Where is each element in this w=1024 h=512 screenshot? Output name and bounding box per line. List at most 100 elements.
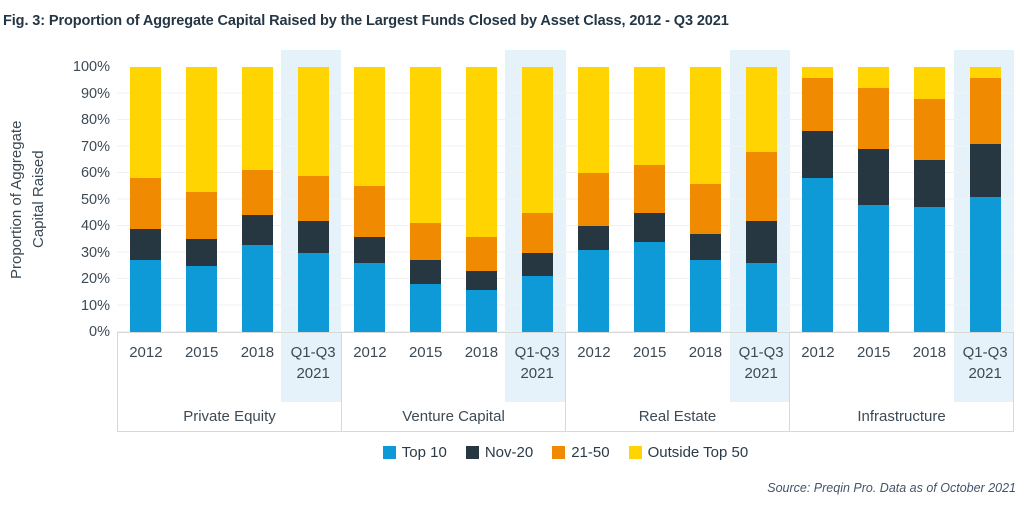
category-label: 2018 xyxy=(688,344,723,361)
bar-segment-nov-20 xyxy=(914,159,946,208)
bar-segment-outside-top-50 xyxy=(241,67,273,171)
stacked-bar-2012 xyxy=(802,67,834,332)
bar-slot xyxy=(285,67,341,332)
bar-segment-outside-top-50 xyxy=(690,67,722,184)
stacked-bar-2012 xyxy=(353,67,385,332)
bar-segment-21-50 xyxy=(914,98,946,160)
bar-segment-nov-20 xyxy=(802,130,834,179)
category-label: 2018 xyxy=(464,344,499,361)
bar-segment-nov-20 xyxy=(970,143,1002,197)
bar-segment-top-10 xyxy=(690,260,722,332)
bar-slot xyxy=(734,67,790,332)
bar-segment-nov-20 xyxy=(353,236,385,264)
bar-group-venture-capital xyxy=(341,67,565,332)
bar-segment-21-50 xyxy=(521,212,553,253)
category-label-row: 2012 2015 2018 Q1-Q3 2021 xyxy=(566,333,789,384)
y-axis-title-line2: Capital Raised xyxy=(30,150,47,249)
bar-segment-nov-20 xyxy=(185,239,217,266)
bar-slot xyxy=(790,67,846,332)
bar-segment-21-50 xyxy=(465,236,497,272)
bar-segment-outside-top-50 xyxy=(409,67,441,224)
stacked-bar-2018 xyxy=(241,67,273,332)
bar-segment-top-10 xyxy=(241,244,273,332)
bar-slot xyxy=(229,67,285,332)
y-axis-title-line1: Proportion of Aggregate xyxy=(8,120,25,279)
y-tick-label: 20% xyxy=(80,271,110,287)
stacked-bar-2018 xyxy=(690,67,722,332)
group-label: Real Estate xyxy=(638,408,717,425)
legend: Top 10 Nov-20 21-50 Outside Top 50 xyxy=(117,444,1014,461)
legend-label: Outside Top 50 xyxy=(647,444,749,461)
axis-group: 2012 2015 2018 Q1-Q3 2021 Real Estate xyxy=(566,333,790,431)
bar-slot xyxy=(341,67,397,332)
category-label: 2018 xyxy=(240,344,275,361)
y-tick-label: 100% xyxy=(72,59,110,75)
bar-segment-outside-top-50 xyxy=(353,67,385,187)
legend-item-nov-20: Nov-20 xyxy=(465,444,533,461)
stacked-bar-q1-q3-2021 xyxy=(521,67,553,332)
category-label: Q1-Q3 2021 xyxy=(738,344,784,382)
bar-segment-21-50 xyxy=(970,77,1002,144)
bar-segment-outside-top-50 xyxy=(914,67,946,99)
y-tick-label: 30% xyxy=(80,244,110,261)
y-axis-title: Proportion of Aggregate Capital Raised xyxy=(6,67,52,332)
bar-segment-21-50 xyxy=(858,88,890,150)
y-tick-label: 60% xyxy=(80,165,110,181)
axis-group: 2012 2015 2018 Q1-Q3 2021 Private Equity xyxy=(118,333,342,431)
y-tick-label: 10% xyxy=(80,297,110,314)
bar-group-real-estate xyxy=(566,67,790,332)
bar-group-private-equity xyxy=(117,67,341,332)
y-tick-label: 80% xyxy=(80,112,110,128)
figure-title: Fig. 3: Proportion of Aggregate Capital … xyxy=(3,13,729,29)
bar-segment-outside-top-50 xyxy=(970,67,1002,78)
bar-slot xyxy=(678,67,734,332)
bar-slot xyxy=(846,67,902,332)
y-tick-label: 70% xyxy=(80,138,110,155)
group-label: Infrastructure xyxy=(857,408,946,425)
bar-slot xyxy=(509,67,565,332)
legend-item-outside-top-50: Outside Top 50 xyxy=(628,444,749,461)
stacked-bar-2018 xyxy=(465,67,497,332)
category-label: 2012 xyxy=(129,344,163,361)
bar-segment-top-10 xyxy=(297,252,329,332)
bar-segment-nov-20 xyxy=(297,220,329,253)
bar-slot xyxy=(117,67,173,332)
bar-segment-top-10 xyxy=(465,289,497,332)
bar-segment-nov-20 xyxy=(634,212,666,242)
bar-segment-21-50 xyxy=(353,186,385,237)
bar-slot xyxy=(958,67,1014,332)
bar-slot xyxy=(173,67,229,332)
legend-swatch xyxy=(552,446,566,459)
category-axis: 2012 2015 2018 Q1-Q3 2021 Private Equity 2012 2… xyxy=(117,332,1014,432)
stacked-bar-2018 xyxy=(914,67,946,332)
bar-group-infrastructure xyxy=(790,67,1014,332)
bar-segment-21-50 xyxy=(185,191,217,240)
source-note: Source: Preqin Pro. Data as of October 2… xyxy=(767,481,1016,495)
category-label: 2018 xyxy=(912,344,947,361)
bar-segment-nov-20 xyxy=(746,220,778,264)
bar-segment-21-50 xyxy=(241,170,273,216)
category-label: Q1-Q3 2021 xyxy=(514,344,560,382)
chart-area: 2012 2015 2018 Q1-Q3 2021 Private Equity 2012 2… xyxy=(117,50,1014,432)
bar-segment-outside-top-50 xyxy=(802,67,834,78)
bar-segment-21-50 xyxy=(578,173,610,227)
bar-segment-outside-top-50 xyxy=(634,67,666,166)
bar-segment-nov-20 xyxy=(858,149,890,205)
bar-segment-21-50 xyxy=(409,223,441,261)
group-label: Private Equity xyxy=(183,408,276,425)
category-label: Q1-Q3 2021 xyxy=(962,344,1008,382)
stacked-bar-q1-q3-2021 xyxy=(297,67,329,332)
plot-area xyxy=(117,67,1014,332)
bar-segment-21-50 xyxy=(129,178,161,229)
bar-slot xyxy=(453,67,509,332)
bar-segment-nov-20 xyxy=(690,233,722,261)
bar-segment-top-10 xyxy=(185,265,217,332)
stacked-bar-2015 xyxy=(185,67,217,332)
y-axis-ticks: 0% 10% 20% 30% 40% 50% 60% 70% 80% 90% 100% xyxy=(50,59,110,340)
bar-segment-top-10 xyxy=(746,263,778,332)
category-label: 2015 xyxy=(632,344,667,361)
bar-segment-21-50 xyxy=(297,175,329,221)
y-tick-label: 0% xyxy=(89,324,110,340)
legend-label: Top 10 xyxy=(401,444,447,461)
bar-segment-21-50 xyxy=(634,165,666,213)
